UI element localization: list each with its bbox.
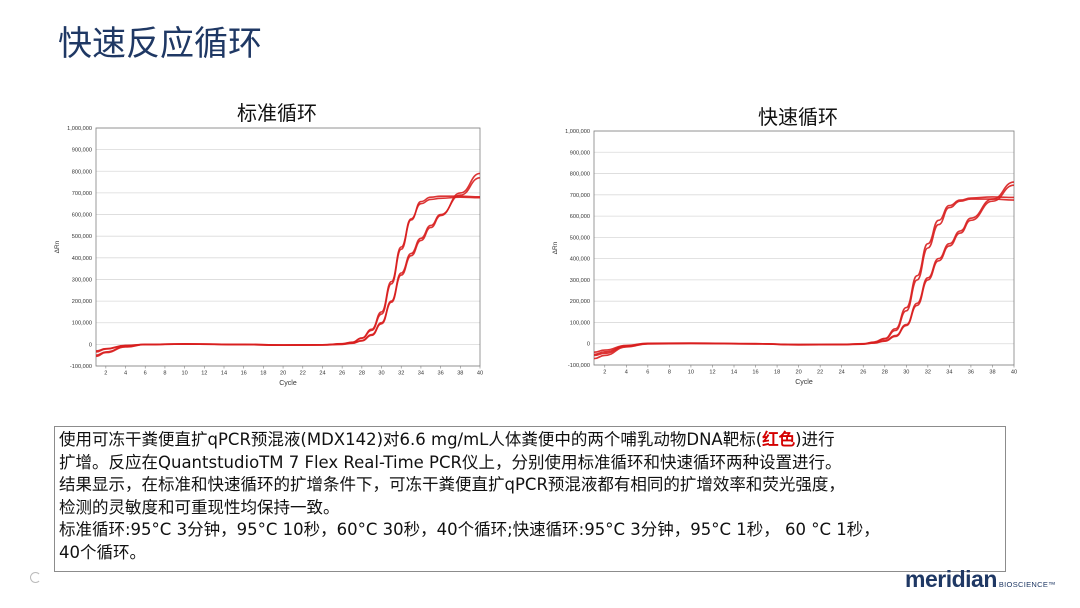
x-tick-label: 4 — [625, 370, 628, 376]
series-line-4 — [593, 184, 1015, 360]
x-tick-label: 20 — [795, 370, 801, 376]
x-tick-label: 32 — [925, 370, 931, 376]
x-tick-label: 34 — [418, 371, 424, 377]
x-tick-label: 4 — [124, 371, 127, 377]
x-tick-label: 28 — [359, 371, 365, 377]
x-tick-label: 22 — [300, 371, 306, 377]
x-tick-label: 40 — [477, 371, 483, 377]
x-tick-label: 22 — [817, 370, 823, 376]
caption-line-1-text: 使用可冻干粪便直扩qPCR预混液(MDX142)对6.6 mg/mL人体粪便中的… — [59, 430, 763, 449]
chart-title-standard: 标准循环 — [237, 101, 317, 125]
caption-line-6: 40个循环。 — [59, 542, 146, 562]
y-tick-label: 100,000 — [72, 321, 92, 327]
slide-title: 快速反应循环 — [58, 24, 262, 64]
y-tick-label: 900,000 — [72, 148, 92, 154]
caption-highlight-red: 红色 — [762, 430, 796, 449]
x-tick-label: 30 — [903, 370, 909, 376]
x-tick-label: 6 — [646, 370, 649, 376]
series-line-1 — [593, 196, 1015, 353]
y-tick-label: 1,000,000 — [67, 126, 92, 132]
x-tick-label: 2 — [104, 371, 107, 377]
y-tick-label: 300,000 — [72, 277, 92, 283]
loading-mark-icon — [30, 572, 41, 583]
y-tick-label: 200,000 — [72, 299, 92, 305]
y-tick-label: 1,000,000 — [565, 129, 590, 135]
x-tick-label: 14 — [221, 371, 227, 377]
x-axis-label: Cycle — [795, 379, 813, 386]
x-tick-label: 38 — [457, 371, 463, 377]
caption-line-5: 标准循环:95°C 3分钟，95°C 10秒，60°C 30秒，40个循环;快速… — [59, 520, 880, 539]
x-tick-label: 24 — [839, 370, 845, 376]
y-tick-label: 0 — [587, 342, 590, 348]
y-tick-label: 800,000 — [570, 172, 590, 178]
x-tick-label: 2 — [603, 370, 606, 376]
x-tick-label: 26 — [860, 370, 866, 376]
plot-frame — [95, 127, 481, 367]
x-tick-label: 14 — [731, 370, 737, 376]
y-tick-label: -100,000 — [568, 363, 590, 369]
x-tick-label: 16 — [241, 371, 247, 377]
x-tick-label: 38 — [989, 370, 995, 376]
caption-line-3: 结果显示，在标准和快速循环的扩增条件下，可冻干粪便直扩qPCR预混液都有相同的扩… — [59, 475, 845, 494]
plot-frame — [593, 130, 1015, 366]
series-line-2 — [593, 198, 1015, 356]
y-tick-label: 500,000 — [72, 234, 92, 240]
y-axis-label: ΔRn — [552, 241, 559, 254]
logo-subtext: BIOSCIENCE™ — [998, 580, 1056, 589]
y-tick-label: 900,000 — [570, 150, 590, 156]
y-tick-label: 400,000 — [72, 256, 92, 262]
caption-line-2: 扩增。反应在QuantstudioTM 7 Flex Real-Time PCR… — [59, 452, 842, 472]
x-tick-label: 10 — [181, 371, 187, 377]
x-axis-label: Cycle — [279, 380, 297, 387]
x-tick-label: 36 — [437, 371, 443, 377]
caption-line-1-end: )进行 — [795, 430, 835, 449]
x-tick-label: 8 — [163, 371, 166, 377]
x-tick-label: 18 — [774, 370, 780, 376]
y-tick-label: 600,000 — [72, 213, 92, 219]
meridian-logo: meridian BIOSCIENCE™ — [905, 566, 1056, 596]
x-tick-label: 28 — [882, 370, 888, 376]
caption-line-1: 使用可冻干粪便直扩qPCR预混液(MDX142)对6.6 mg/mL人体粪便中的… — [59, 429, 1001, 452]
y-tick-label: 600,000 — [570, 214, 590, 220]
x-tick-label: 6 — [144, 371, 147, 377]
y-tick-label: -100,000 — [70, 364, 92, 370]
y-tick-label: 500,000 — [570, 235, 590, 241]
caption-box: 使用可冻干粪便直扩qPCR预混液(MDX142)对6.6 mg/mL人体粪便中的… — [54, 426, 1006, 572]
y-tick-label: 700,000 — [570, 193, 590, 199]
x-tick-label: 20 — [280, 371, 286, 377]
x-tick-label: 16 — [752, 370, 758, 376]
x-tick-label: 36 — [968, 370, 974, 376]
y-tick-label: 300,000 — [570, 278, 590, 284]
x-tick-label: 12 — [201, 371, 207, 377]
x-tick-label: 8 — [668, 370, 671, 376]
logo-word: meridian — [905, 566, 997, 592]
caption-line-4: 检测的灵敏度和可重现性均保持一致。 — [59, 497, 340, 517]
y-tick-label: 700,000 — [72, 191, 92, 197]
x-tick-label: 12 — [709, 370, 715, 376]
y-tick-label: 800,000 — [72, 169, 92, 175]
x-tick-label: 10 — [688, 370, 694, 376]
y-axis-label: ΔRn — [54, 240, 61, 253]
x-tick-label: 24 — [319, 371, 325, 377]
y-tick-label: 200,000 — [570, 299, 590, 305]
x-tick-label: 32 — [398, 371, 404, 377]
x-tick-label: 26 — [339, 371, 345, 377]
series-line-4 — [95, 172, 481, 358]
x-tick-label: 40 — [1011, 370, 1017, 376]
y-tick-label: 0 — [89, 342, 92, 348]
x-tick-label: 34 — [946, 370, 952, 376]
chart-title-fast: 快速循环 — [758, 105, 838, 129]
y-tick-label: 400,000 — [570, 257, 590, 263]
y-tick-label: 100,000 — [570, 320, 590, 326]
x-tick-label: 18 — [260, 371, 266, 377]
x-tick-label: 30 — [378, 371, 384, 377]
